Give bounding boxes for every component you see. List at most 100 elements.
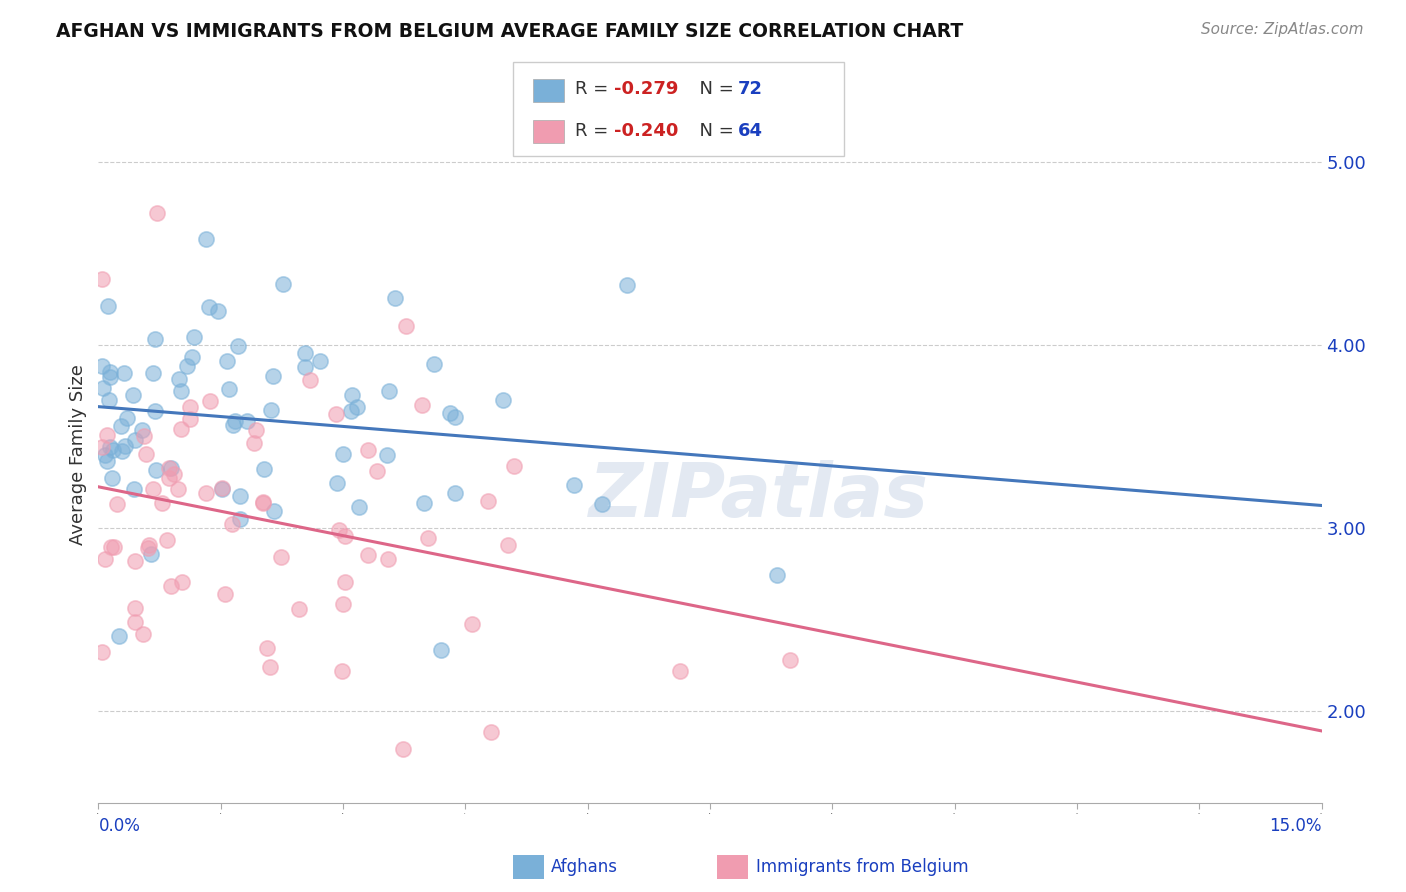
Point <box>200 393 222 408</box>
Point <box>229 489 252 503</box>
Point <box>262 369 284 384</box>
Point <box>357 442 380 457</box>
Y-axis label: Average Family Size: Average Family Size <box>69 365 87 545</box>
Point <box>477 494 499 508</box>
Point <box>138 538 160 552</box>
Text: -0.240: -0.240 <box>614 122 679 140</box>
Point <box>214 587 236 601</box>
Point <box>132 429 155 443</box>
Point <box>339 404 361 418</box>
Point <box>94 448 117 462</box>
Point <box>221 516 243 531</box>
Point <box>668 665 690 679</box>
Point <box>333 529 356 543</box>
Point <box>330 665 353 679</box>
Text: Immigrants from Belgium: Immigrants from Belgium <box>756 858 969 876</box>
Text: 15.0%: 15.0% <box>1270 817 1322 836</box>
Point <box>91 381 114 395</box>
Point <box>222 417 245 432</box>
Text: 0.0%: 0.0% <box>98 817 141 836</box>
Point <box>411 398 433 412</box>
Point <box>132 627 155 641</box>
Point <box>309 353 332 368</box>
Point <box>91 645 114 659</box>
Point <box>332 447 354 461</box>
Point <box>252 494 274 508</box>
Point <box>96 454 118 468</box>
Point <box>299 373 322 387</box>
Point <box>439 406 461 420</box>
Point <box>112 366 135 380</box>
Point <box>346 401 368 415</box>
Point <box>169 384 191 399</box>
Point <box>326 476 349 491</box>
Text: 72: 72 <box>738 79 763 97</box>
Point <box>294 346 316 360</box>
Text: -0.279: -0.279 <box>614 79 679 97</box>
Point <box>195 232 218 246</box>
Point <box>157 461 180 475</box>
Point <box>328 523 350 537</box>
Point <box>366 464 388 478</box>
Point <box>96 427 118 442</box>
Point <box>215 354 238 368</box>
Point <box>245 423 267 437</box>
Text: Afghans: Afghans <box>551 858 619 876</box>
Point <box>263 503 285 517</box>
Point <box>122 388 145 402</box>
Point <box>98 369 121 384</box>
Point <box>391 742 413 756</box>
Point <box>172 574 194 589</box>
Point <box>111 444 134 458</box>
Point <box>97 299 120 313</box>
Point <box>444 409 467 424</box>
Point <box>91 271 114 285</box>
Text: Source: ZipAtlas.com: Source: ZipAtlas.com <box>1201 22 1364 37</box>
Point <box>779 653 801 667</box>
Point <box>110 419 132 434</box>
Point <box>591 497 613 511</box>
Text: 64: 64 <box>738 122 763 140</box>
Text: N =: N = <box>688 79 740 97</box>
Point <box>98 365 121 379</box>
Point <box>103 540 125 554</box>
Point <box>167 371 190 385</box>
Text: R =: R = <box>575 79 614 97</box>
Point <box>412 496 434 510</box>
Point <box>270 550 292 565</box>
Point <box>332 597 354 611</box>
Point <box>91 441 114 455</box>
Point <box>124 433 146 447</box>
Point <box>765 567 787 582</box>
Point <box>375 448 398 462</box>
Point <box>101 471 124 485</box>
Point <box>616 278 638 293</box>
Point <box>377 552 399 566</box>
Point <box>181 350 204 364</box>
Text: ZIPatlas: ZIPatlas <box>589 460 929 533</box>
Point <box>159 461 181 475</box>
Point <box>356 548 378 562</box>
Point <box>101 442 124 457</box>
Point <box>142 483 165 497</box>
Point <box>259 660 281 674</box>
Point <box>143 403 166 417</box>
Point <box>135 448 157 462</box>
Point <box>479 724 502 739</box>
Point <box>333 575 356 590</box>
Point <box>124 615 146 630</box>
Point <box>91 359 114 373</box>
Point <box>108 629 131 643</box>
Point <box>228 512 250 526</box>
Point <box>491 393 513 408</box>
Point <box>253 462 276 476</box>
Point <box>114 439 136 453</box>
Point <box>136 541 159 555</box>
Point <box>384 291 406 305</box>
Point <box>145 463 167 477</box>
Point <box>94 552 117 566</box>
Point <box>256 641 278 656</box>
Point <box>183 330 205 344</box>
Point <box>288 602 311 616</box>
Point <box>97 392 120 407</box>
